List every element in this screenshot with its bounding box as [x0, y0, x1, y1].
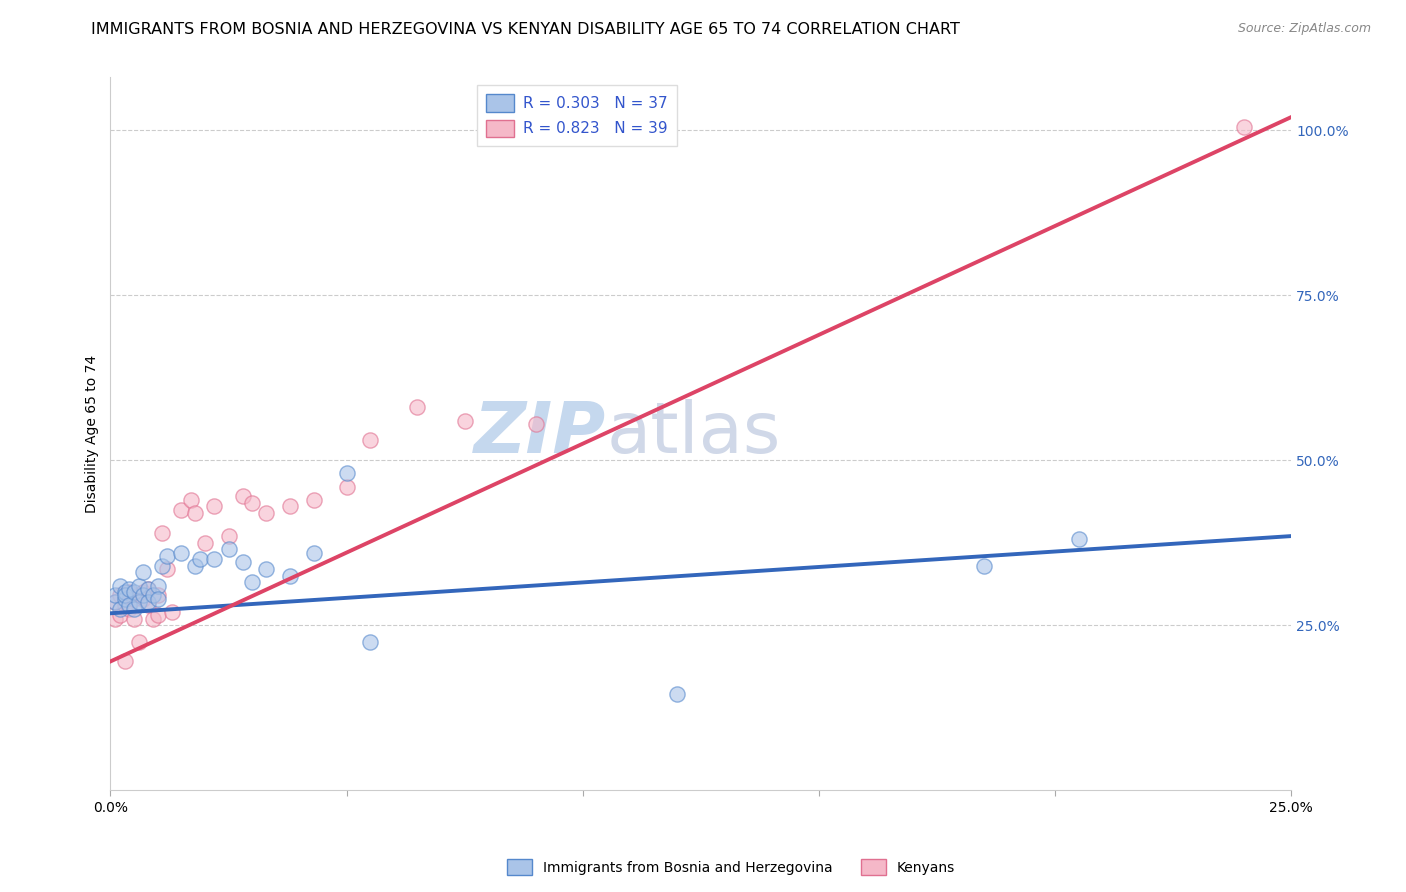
Point: [108, 578, 131, 592]
Point: [104, 589, 127, 603]
Point: [118, 585, 141, 599]
Point: [170, 502, 193, 516]
Point: [136, 582, 159, 596]
Point: [156, 562, 179, 576]
Point: [278, 500, 301, 514]
Point: [302, 492, 325, 507]
Point: [104, 595, 127, 609]
Point: [406, 401, 429, 415]
Point: [454, 414, 477, 428]
Point: [146, 591, 169, 606]
Text: Source: ZipAtlas.com: Source: ZipAtlas.com: [1237, 22, 1371, 36]
Point: [146, 608, 169, 623]
Point: [122, 585, 145, 599]
Point: [202, 552, 225, 566]
Legend: Immigrants from Bosnia and Herzegovina, Kenyans: Immigrants from Bosnia and Herzegovina, …: [502, 854, 960, 880]
Text: atlas: atlas: [606, 400, 780, 468]
Point: [218, 542, 240, 557]
Point: [146, 589, 169, 603]
Point: [150, 558, 173, 573]
Point: [142, 611, 165, 625]
Point: [170, 545, 193, 559]
Point: [136, 595, 159, 609]
Point: [128, 595, 150, 609]
Point: [108, 608, 131, 623]
Point: [122, 591, 145, 606]
Point: [108, 601, 131, 615]
Point: [1233, 120, 1256, 134]
Point: [114, 585, 136, 599]
Point: [184, 506, 207, 520]
Y-axis label: Disability Age 65 to 74: Disability Age 65 to 74: [86, 355, 100, 513]
Point: [104, 611, 127, 625]
Point: [132, 589, 155, 603]
Point: [132, 566, 155, 580]
Point: [254, 506, 277, 520]
Text: IMMIGRANTS FROM BOSNIA AND HERZEGOVINA VS KENYAN DISABILITY AGE 65 TO 74 CORRELA: IMMIGRANTS FROM BOSNIA AND HERZEGOVINA V…: [91, 22, 960, 37]
Point: [1067, 533, 1090, 547]
Point: [136, 599, 159, 613]
Point: [232, 556, 254, 570]
Point: [240, 575, 263, 590]
Point: [336, 467, 359, 481]
Point: [128, 589, 150, 603]
Point: [336, 479, 359, 493]
Point: [114, 589, 136, 603]
Point: [359, 434, 381, 448]
Point: [666, 688, 689, 702]
Point: [114, 591, 136, 606]
Point: [188, 552, 211, 566]
Point: [118, 599, 141, 613]
Point: [184, 558, 207, 573]
Point: [218, 529, 240, 543]
Legend: R = 0.303   N = 37, R = 0.823   N = 39: R = 0.303 N = 37, R = 0.823 N = 39: [477, 85, 676, 146]
Point: [302, 545, 325, 559]
Point: [254, 562, 277, 576]
Text: ZIP: ZIP: [474, 400, 606, 468]
Point: [240, 496, 263, 510]
Point: [150, 525, 173, 540]
Point: [114, 599, 136, 613]
Point: [114, 655, 136, 669]
Point: [122, 611, 145, 625]
Point: [136, 582, 159, 596]
Point: [146, 578, 169, 592]
Point: [524, 417, 547, 431]
Point: [118, 582, 141, 596]
Point: [194, 535, 217, 549]
Point: [202, 500, 225, 514]
Point: [118, 601, 141, 615]
Point: [156, 549, 179, 563]
Point: [108, 589, 131, 603]
Point: [142, 589, 165, 603]
Point: [132, 591, 155, 606]
Point: [180, 492, 202, 507]
Point: [973, 558, 995, 573]
Point: [128, 634, 150, 648]
Point: [128, 578, 150, 592]
Point: [278, 568, 301, 582]
Point: [359, 634, 381, 648]
Point: [104, 595, 127, 609]
Point: [132, 585, 155, 599]
Point: [122, 601, 145, 615]
Point: [232, 490, 254, 504]
Point: [160, 605, 183, 619]
